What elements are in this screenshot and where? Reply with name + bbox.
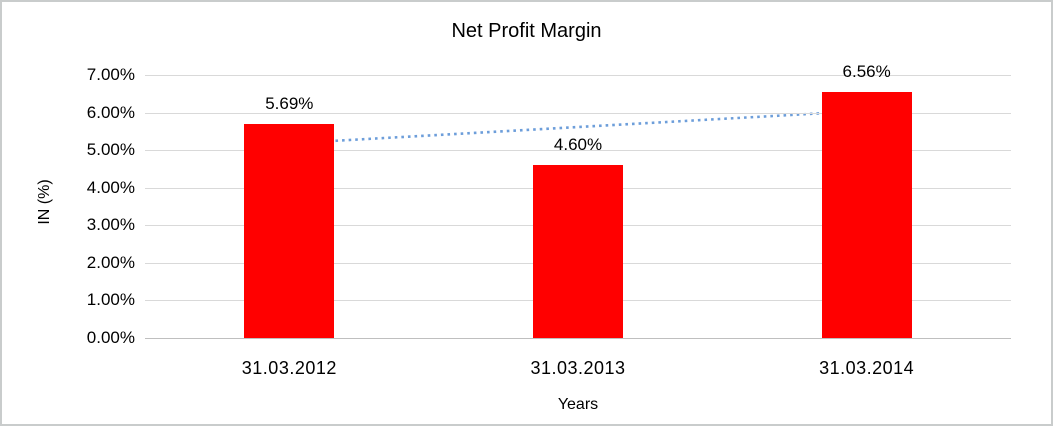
y-tick-label: 7.00% [86,65,135,84]
trendline-path [289,109,867,145]
bar-data-label: 4.60% [553,135,603,155]
gridline [145,75,1011,76]
bar [244,124,335,338]
x-axis-title: Years [557,396,599,413]
gridline [145,112,1011,114]
gridline [145,150,1011,152]
y-tick-label: 2.00% [86,252,135,272]
y-tick-label: 5.00% [86,140,135,160]
y-tick-label: 6.00% [86,102,135,122]
trendline [289,109,867,145]
y-tick-label: 0.00% [86,328,135,347]
x-axis-line [145,338,1011,339]
x-tick-label: 31.03.2013 [530,358,626,378]
plot-area: 5.69% 4.60% 6.56% [145,62,1011,339]
y-tick-label: 3.00% [86,215,135,235]
y-tick-label: 4.00% [86,177,135,197]
bar-data-label: 5.69% [265,94,314,114]
chart-title: Net Profit Margin [451,20,602,42]
bar [533,165,623,338]
x-tick-label: 31.03.2012 [241,358,337,378]
bar-data-label: 6.56% [842,61,891,81]
bar [821,91,912,338]
y-tick-label: 1.00% [86,290,135,310]
x-tick-label: 31.03.2014 [819,358,915,378]
